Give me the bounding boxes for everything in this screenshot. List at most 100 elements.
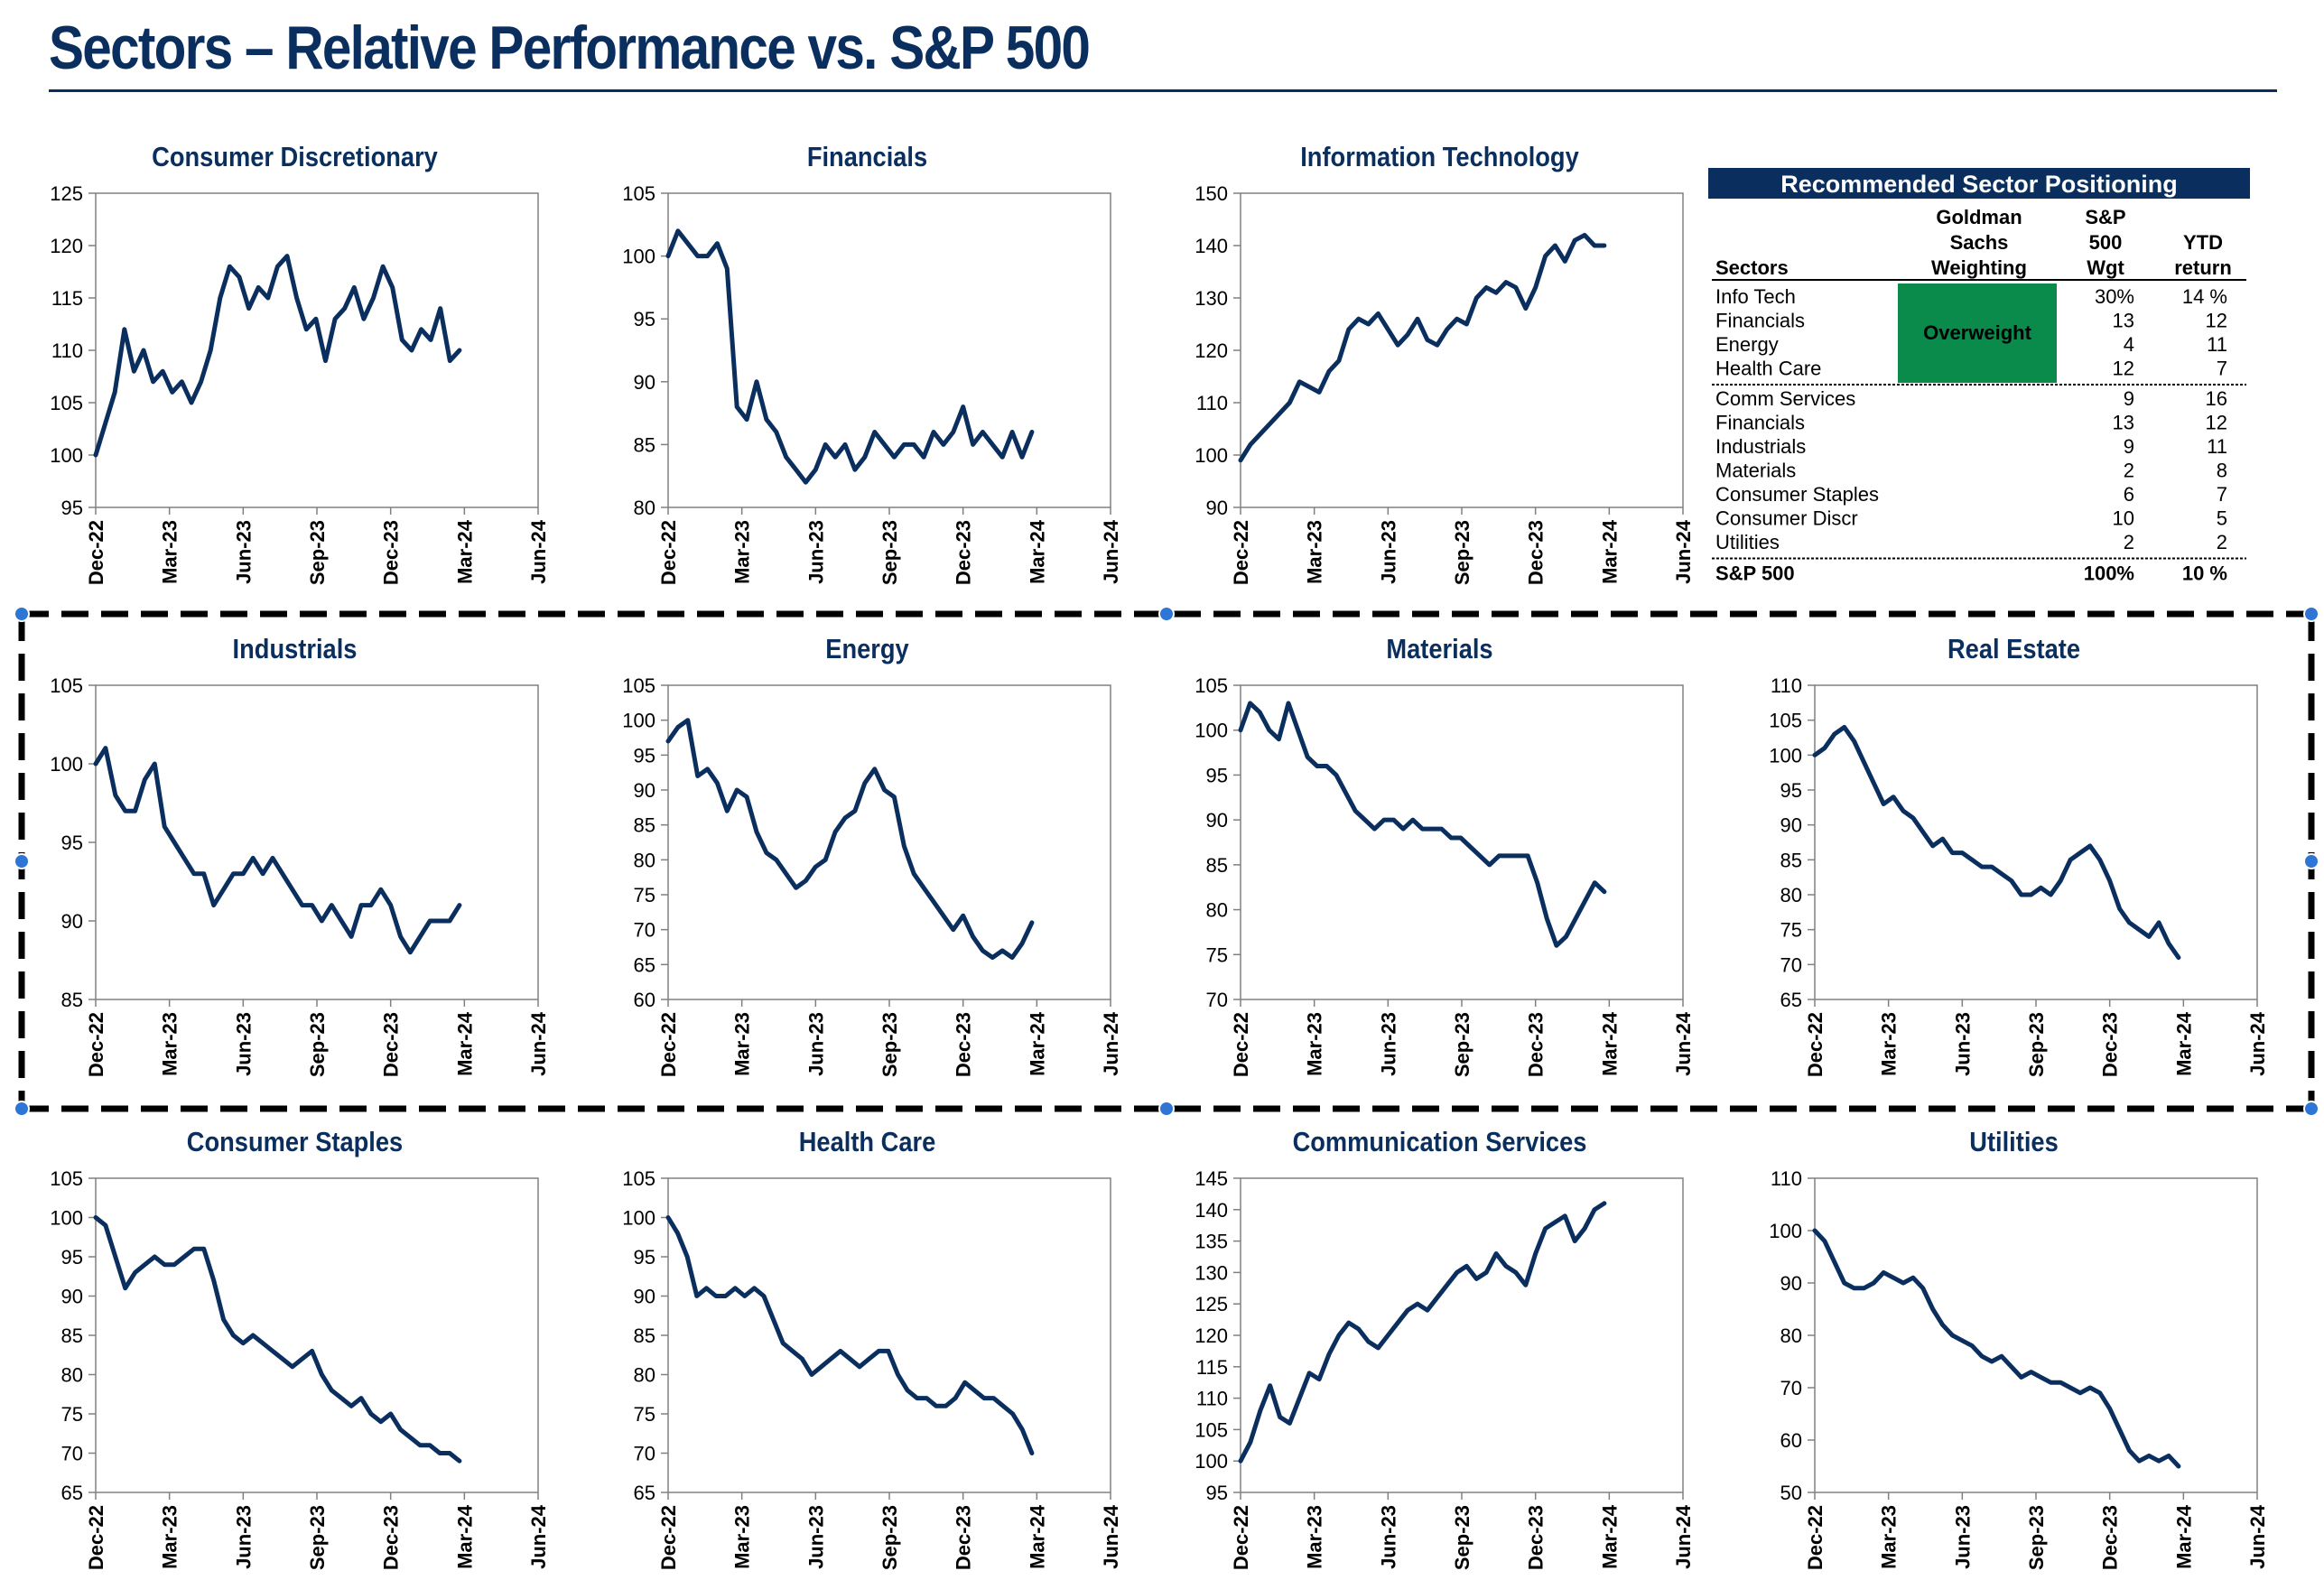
- y-tick-label: 75: [634, 1403, 655, 1426]
- y-tick-label: 80: [634, 497, 655, 519]
- handle-top-right[interactable]: [2303, 606, 2319, 622]
- other-row-0-ytd: 16: [2206, 387, 2227, 410]
- series-line: [665, 1215, 1035, 1455]
- y-tick-label: 90: [634, 779, 655, 802]
- handle-bottom-mid[interactable]: [1158, 1101, 1175, 1117]
- x-tick-label: Mar-24: [1598, 1504, 1621, 1569]
- other-row-6-ytd: 2: [2217, 531, 2227, 553]
- ow-row-2-sector: Energy: [1715, 333, 1779, 356]
- y-tick-label: 140: [1195, 235, 1228, 257]
- y-tick-label: 80: [1206, 899, 1228, 922]
- x-tick-label: Mar-23: [1304, 1012, 1326, 1076]
- y-tick-label: 95: [61, 832, 83, 854]
- y-tick-label: 70: [634, 1443, 655, 1465]
- handle-bottom-left[interactable]: [14, 1101, 30, 1117]
- ow-row-0-ytd: 14 %: [2182, 285, 2227, 308]
- other-row-4-ytd: 7: [2217, 483, 2227, 506]
- x-tick-label: Jun-24: [527, 519, 550, 584]
- x-tick-label: Jun-24: [527, 1504, 550, 1569]
- handle-mid-left[interactable]: [14, 853, 30, 869]
- y-tick-label: 80: [1780, 1324, 1802, 1347]
- x-tick-label: Sep-23: [878, 1012, 901, 1077]
- y-tick-label: 85: [61, 989, 83, 1011]
- x-tick-label: Mar-24: [1598, 1011, 1621, 1076]
- x-tick-label: Jun-24: [2246, 1504, 2269, 1569]
- handle-top-left[interactable]: [14, 606, 30, 622]
- y-tick-label: 140: [1195, 1199, 1228, 1222]
- x-tick-label: Dec-22: [1804, 1012, 1827, 1077]
- x-tick-label: Mar-23: [159, 1012, 181, 1076]
- chart-real-estate: Real Estate 65 70 75 80 85 90 95 100 105 110 Dec-22…: [1769, 634, 2269, 1077]
- x-tick-label: Dec-22: [85, 1012, 107, 1077]
- sector-positioning-table: Recommended Sector Positioning Goldman Sac…: [1708, 168, 2250, 585]
- x-tick-label: Jun-24: [1672, 1011, 1695, 1076]
- y-tick-label: 80: [61, 1364, 83, 1387]
- y-tick-label: 110: [1771, 1167, 1802, 1190]
- total-row-sector: S&P 500: [1715, 562, 1795, 585]
- y-tick-label: 100: [622, 246, 655, 268]
- handle-bottom-right[interactable]: [2303, 1101, 2319, 1117]
- x-tick-label: Dec-22: [85, 1505, 107, 1570]
- y-tick-label: 115: [1196, 1356, 1228, 1379]
- y-tick-label: 105: [622, 182, 655, 205]
- y-tick-label: 70: [61, 1443, 83, 1465]
- y-tick-label: 95: [61, 1246, 83, 1269]
- y-tick-label: 100: [50, 1207, 83, 1230]
- ow-row-3-ytd: 7: [2217, 358, 2227, 380]
- x-tick-label: Jun-24: [1672, 519, 1695, 584]
- series-line: [93, 254, 462, 458]
- x-tick-label: Mar-23: [731, 1505, 754, 1569]
- y-tick-label: 125: [1195, 1293, 1228, 1315]
- y-tick-label: 70: [1780, 1377, 1802, 1399]
- chart-title: Utilities: [1969, 1127, 2058, 1157]
- y-tick-label: 75: [634, 884, 655, 906]
- x-tick-label: Dec-23: [380, 520, 403, 585]
- other-row-5-sector: Consumer Discr: [1715, 507, 1858, 530]
- chart-title: Information Technology: [1300, 142, 1579, 172]
- other-row-6-sector: Utilities: [1715, 531, 1780, 553]
- other-row-3-wgt: 2: [2124, 460, 2134, 482]
- series-line: [1238, 232, 1607, 463]
- y-tick-label: 90: [61, 910, 83, 933]
- y-tick-label: 100: [1769, 744, 1802, 767]
- x-tick-label: Jun-23: [1377, 520, 1399, 584]
- chart-industrials: Industrials 85 90 95 100 105 Dec-22 Mar-23 Jun-2…: [50, 634, 550, 1077]
- y-tick-label: 120: [1195, 1324, 1228, 1347]
- chart-title: Industrials: [233, 634, 358, 665]
- series-line: [1812, 724, 2181, 961]
- x-tick-label: Dec-22: [1230, 1012, 1252, 1077]
- x-tick-label: Mar-23: [1878, 1012, 1901, 1076]
- y-tick-label: 100: [1195, 720, 1228, 742]
- ow-row-2-ytd: 11: [2207, 333, 2227, 356]
- x-tick-label: Mar-23: [1304, 1505, 1326, 1569]
- y-tick-label: 95: [61, 497, 83, 519]
- x-tick-label: Jun-24: [1100, 1504, 1122, 1569]
- x-tick-label: Dec-22: [657, 520, 680, 585]
- x-tick-label: Sep-23: [1451, 520, 1473, 585]
- series-line: [1238, 1201, 1607, 1464]
- x-tick-label: Jun-24: [2246, 1011, 2269, 1076]
- y-tick-label: 60: [634, 989, 655, 1011]
- x-tick-label: Sep-23: [878, 520, 901, 585]
- y-tick-label: 65: [634, 953, 655, 976]
- handle-mid-right[interactable]: [2303, 853, 2319, 869]
- x-tick-label: Dec-22: [1230, 1505, 1252, 1570]
- y-tick-label: 85: [634, 1324, 655, 1347]
- ow-row-3-wgt: 12: [2113, 358, 2134, 380]
- x-tick-label: Jun-23: [1951, 1505, 1974, 1569]
- y-tick-label: 110: [1196, 1388, 1228, 1410]
- header-gs-1: Goldman: [1936, 206, 2022, 228]
- x-tick-label: Dec-22: [85, 520, 107, 585]
- handle-top-mid[interactable]: [1158, 606, 1175, 622]
- header-sp-1: S&P: [2085, 206, 2125, 228]
- page-title: Sectors – Relative Performance vs. S&P 5…: [49, 14, 1091, 82]
- y-tick-label: 70: [634, 919, 655, 942]
- chart-consumer-staples: Consumer Staples 65 70 75 80 85 90 95 100 105 Dec-…: [50, 1127, 550, 1570]
- y-tick-label: 100: [50, 444, 83, 467]
- x-tick-label: Dec-23: [380, 1505, 403, 1570]
- y-tick-label: 100: [1769, 1220, 1802, 1242]
- x-tick-label: Dec-23: [2099, 1505, 2122, 1570]
- other-row-5-ytd: 5: [2217, 507, 2227, 530]
